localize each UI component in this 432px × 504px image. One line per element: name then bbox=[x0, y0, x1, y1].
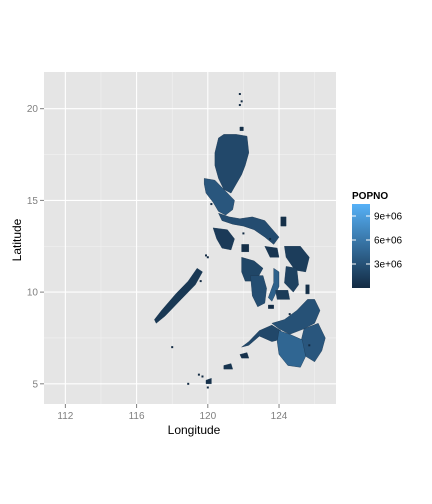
y-axis-ticks: 5 10 15 20 bbox=[27, 104, 44, 390]
islet bbox=[205, 254, 207, 256]
islet bbox=[210, 203, 212, 205]
x-tick-label: 120 bbox=[199, 411, 216, 422]
legend: POPNO 3e+06 6e+06 9e+06 bbox=[352, 191, 403, 288]
legend-break-label: 3e+06 bbox=[374, 260, 403, 271]
region-bohol bbox=[276, 290, 290, 299]
islet bbox=[239, 104, 241, 106]
y-tick-label: 15 bbox=[27, 196, 39, 207]
legend-break-label: 6e+06 bbox=[374, 236, 403, 247]
legend-colorbar bbox=[352, 204, 370, 288]
legend-title: POPNO bbox=[352, 191, 388, 202]
region-catanduanes bbox=[281, 217, 286, 226]
islet bbox=[239, 93, 241, 95]
y-tick-label: 20 bbox=[27, 104, 39, 115]
islet bbox=[171, 346, 173, 348]
islet bbox=[187, 383, 189, 385]
islet bbox=[269, 238, 271, 240]
legend-break-label: 9e+06 bbox=[374, 212, 403, 223]
y-tick-label: 10 bbox=[27, 288, 39, 299]
x-tick-label: 112 bbox=[57, 411, 73, 422]
x-axis-ticks: 112 116 120 124 bbox=[57, 404, 287, 422]
x-tick-label: 124 bbox=[271, 411, 288, 422]
islet bbox=[242, 232, 244, 234]
islet bbox=[201, 375, 203, 377]
x-tick-label: 116 bbox=[129, 411, 145, 422]
region-babuyan bbox=[240, 127, 244, 131]
islet bbox=[308, 344, 310, 346]
islet bbox=[207, 256, 209, 258]
islet bbox=[207, 386, 209, 388]
region-romblon bbox=[242, 244, 249, 251]
islet bbox=[289, 313, 291, 315]
islet bbox=[241, 100, 243, 102]
region-dinagat bbox=[306, 285, 310, 294]
y-tick-label: 5 bbox=[32, 379, 38, 390]
region-siquijor bbox=[268, 305, 273, 309]
x-axis-label: Longitude bbox=[168, 423, 221, 437]
islet bbox=[198, 374, 200, 376]
islet bbox=[200, 280, 202, 282]
y-axis-label: Latitude bbox=[10, 218, 24, 261]
